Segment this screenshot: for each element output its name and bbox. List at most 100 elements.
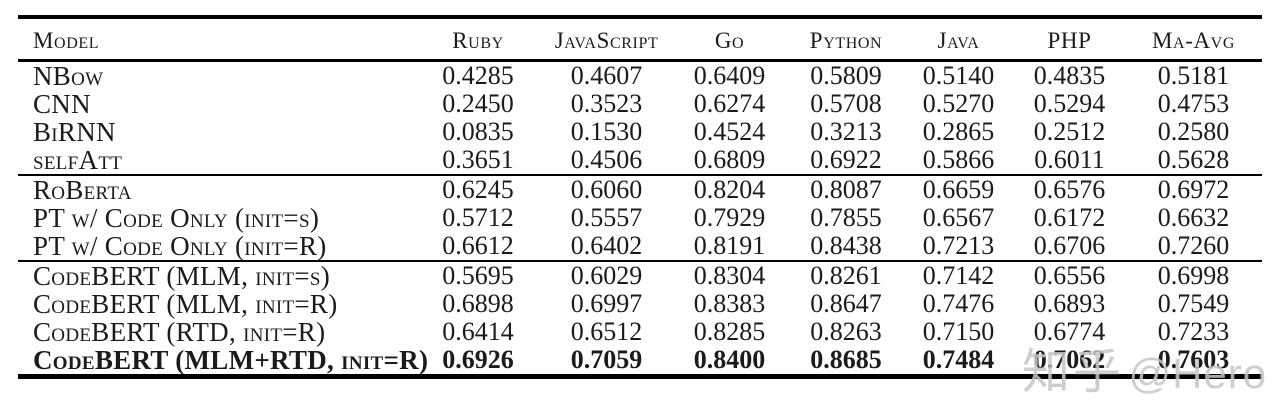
column-header-ma-avg: Ma-Avg [1152, 28, 1235, 53]
score-java: 0.7484 [922, 345, 995, 374]
score-go: 0.7929 [693, 203, 766, 232]
score-php: 0.6893 [1033, 289, 1106, 318]
model-name: CNN [33, 89, 91, 119]
score-python: 0.3213 [810, 117, 882, 146]
zhihu-watermark: 知乎 @Hero [1022, 332, 1267, 402]
score-ruby: 0.6414 [442, 317, 514, 346]
table-row: CNN 0.2450 0.3523 0.6274 0.5708 0.5270 0.5294 0… [18, 89, 1262, 119]
score-go: 0.6809 [693, 145, 766, 174]
score-go: 0.8383 [693, 289, 766, 318]
score-php: 0.6774 [1033, 317, 1106, 346]
table-header-row: Model Ruby JavaScript Go Python Java PHP… [18, 19, 1262, 59]
score-java: 0.7476 [922, 289, 995, 318]
score-python: 0.8647 [810, 289, 882, 318]
score-python: 0.7855 [810, 203, 882, 232]
score-go: 0.6409 [693, 61, 766, 90]
column-header-go: Go [714, 28, 745, 53]
score-ruby: 0.6612 [442, 231, 514, 260]
column-header-javascript: JavaScript [554, 28, 659, 53]
table-row: NBow 0.4285 0.4607 0.6409 0.5809 0.5140 0.4835… [18, 61, 1262, 91]
score-ma-avg: 0.4753 [1157, 89, 1230, 118]
table-row: RoBerta 0.6245 0.6060 0.8204 0.8087 0.6659 0.6… [18, 175, 1262, 205]
score-go: 0.4524 [693, 117, 766, 146]
model-name: BiRNN [33, 117, 116, 147]
score-php: 0.4835 [1033, 61, 1106, 90]
score-ma-avg: 0.7603 [1157, 345, 1230, 374]
group-divider-rule [18, 174, 1262, 176]
score-php: 0.6706 [1033, 231, 1106, 260]
table-row: selfAtt 0.3651 0.4506 0.6809 0.6922 0.5866 0.6… [18, 145, 1262, 175]
score-javascript: 0.6512 [570, 317, 643, 346]
score-ruby: 0.2450 [442, 89, 514, 118]
score-javascript: 0.7059 [570, 345, 643, 374]
group-divider-rule [18, 260, 1262, 262]
score-php: 0.5294 [1033, 89, 1106, 118]
score-ruby: 0.4285 [442, 61, 514, 90]
score-php: 0.6556 [1033, 261, 1106, 290]
score-ruby: 0.6245 [442, 175, 514, 204]
score-php: 0.6011 [1034, 145, 1105, 174]
table-row: CodeBERT (RTD, init=R) 0.6414 0.6512 0.8285… [18, 317, 1262, 347]
score-java: 0.5866 [922, 145, 995, 174]
score-ruby: 0.6926 [442, 345, 514, 374]
score-java: 0.7150 [922, 317, 995, 346]
score-php: 0.2512 [1033, 117, 1106, 146]
column-header-model: Model [33, 28, 100, 53]
score-ma-avg: 0.6972 [1157, 175, 1230, 204]
column-header-java: Java [937, 28, 980, 53]
score-ma-avg: 0.7260 [1157, 231, 1230, 260]
score-java: 0.2865 [922, 117, 995, 146]
table-row: PT w/ Code Only (init=R) 0.6612 0.6402 0.81… [18, 231, 1262, 261]
score-javascript: 0.6997 [570, 289, 643, 318]
score-php: 0.6172 [1033, 203, 1106, 232]
model-name: CodeBERT (MLM+RTD, init=R) [33, 345, 429, 375]
score-python: 0.8087 [810, 175, 882, 204]
model-name: selfAtt [33, 145, 123, 175]
table-row: PT w/ Code Only (init=s) 0.5712 0.5557 0.79… [18, 203, 1262, 233]
score-java: 0.7142 [922, 261, 995, 290]
score-java: 0.5140 [922, 61, 995, 90]
bottom-rule [18, 374, 1262, 379]
model-name: RoBerta [33, 175, 132, 205]
score-python: 0.6922 [810, 145, 882, 174]
score-ma-avg: 0.7549 [1157, 289, 1230, 318]
model-name: CodeBERT (MLM, init=R) [33, 289, 338, 319]
score-python: 0.8438 [810, 231, 882, 260]
table-body: NBow 0.4285 0.4607 0.6409 0.5809 0.5140 0.4835… [18, 62, 1262, 374]
score-php: 0.7062 [1033, 345, 1106, 374]
table-row: CodeBERT (MLM, init=R) 0.6898 0.6997 0.8383… [18, 289, 1262, 319]
score-ma-avg: 0.2580 [1157, 117, 1230, 146]
table-row: BiRNN 0.0835 0.1530 0.4524 0.3213 0.2865 0.251… [18, 117, 1262, 147]
table-row: CodeBERT (MLM, init=s) 0.5695 0.6029 0.8304… [18, 261, 1262, 291]
score-javascript: 0.4607 [570, 61, 643, 90]
score-ruby: 0.6898 [442, 289, 514, 318]
model-name: CodeBERT (MLM, init=s) [33, 261, 331, 291]
score-go: 0.8204 [693, 175, 766, 204]
score-javascript: 0.6029 [570, 261, 643, 290]
score-java: 0.7213 [922, 231, 995, 260]
score-ma-avg: 0.5628 [1157, 145, 1230, 174]
score-ruby: 0.5695 [442, 261, 514, 290]
score-java: 0.6567 [922, 203, 995, 232]
score-go: 0.6274 [693, 89, 766, 118]
score-javascript: 0.6402 [570, 231, 643, 260]
score-go: 0.8191 [693, 231, 766, 260]
score-ma-avg: 0.7233 [1157, 317, 1230, 346]
score-php: 0.6576 [1033, 175, 1106, 204]
model-name: NBow [33, 61, 104, 91]
score-javascript: 0.1530 [570, 117, 643, 146]
model-name: CodeBERT (RTD, init=R) [33, 317, 326, 347]
results-table: Model Ruby JavaScript Go Python Java PHP… [18, 15, 1262, 379]
score-java: 0.5270 [922, 89, 995, 118]
header-rule [18, 59, 1262, 62]
score-javascript: 0.5557 [570, 203, 643, 232]
score-ma-avg: 0.6632 [1157, 203, 1230, 232]
score-javascript: 0.6060 [570, 175, 643, 204]
score-python: 0.8685 [810, 345, 882, 374]
score-python: 0.5809 [810, 61, 882, 90]
score-javascript: 0.4506 [570, 145, 643, 174]
score-java: 0.6659 [922, 175, 995, 204]
score-python: 0.8261 [810, 261, 882, 290]
score-ruby: 0.3651 [442, 145, 514, 174]
zhihu-logo-text: 知乎 [1022, 346, 1125, 399]
